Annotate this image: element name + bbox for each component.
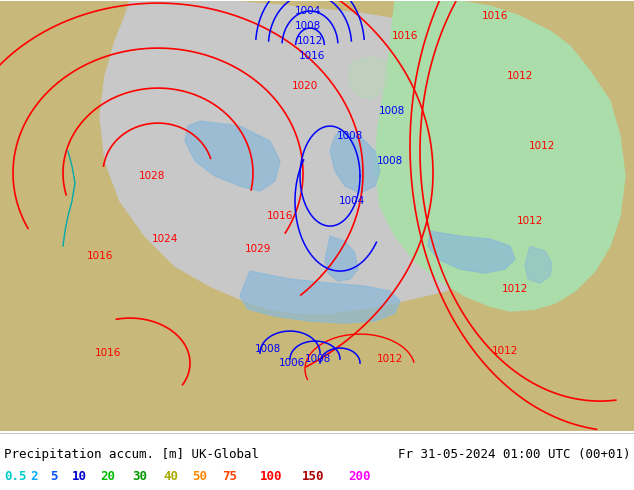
Text: 1016: 1016	[95, 348, 121, 358]
Text: 1004: 1004	[295, 6, 321, 16]
Text: 50: 50	[192, 469, 207, 483]
Text: 1012: 1012	[507, 71, 533, 81]
Text: 30: 30	[132, 469, 147, 483]
Text: 1020: 1020	[292, 81, 318, 91]
Text: 1012: 1012	[529, 141, 555, 151]
Text: 100: 100	[260, 469, 283, 483]
Text: 1016: 1016	[299, 51, 325, 61]
Text: 40: 40	[163, 469, 178, 483]
Text: 1006: 1006	[279, 358, 305, 368]
Text: 1008: 1008	[305, 354, 331, 364]
Polygon shape	[325, 236, 358, 281]
Text: 1008: 1008	[337, 131, 363, 141]
Text: 1008: 1008	[377, 156, 403, 166]
Polygon shape	[525, 246, 552, 283]
Text: 1008: 1008	[295, 21, 321, 31]
Polygon shape	[0, 1, 634, 431]
Text: 10: 10	[72, 469, 87, 483]
Text: 1004: 1004	[339, 196, 365, 206]
Polygon shape	[100, 1, 600, 313]
Polygon shape	[348, 56, 390, 99]
Text: Precipitation accum. [m] UK-Global: Precipitation accum. [m] UK-Global	[4, 448, 259, 461]
Polygon shape	[240, 271, 400, 323]
Polygon shape	[185, 121, 280, 191]
Text: 200: 200	[348, 469, 370, 483]
Text: 1024: 1024	[152, 234, 178, 244]
Text: 1016: 1016	[392, 31, 418, 41]
Polygon shape	[375, 1, 625, 311]
Text: 5: 5	[50, 469, 58, 483]
Text: 1012: 1012	[297, 36, 323, 46]
Text: 1029: 1029	[245, 244, 271, 254]
Text: 1016: 1016	[87, 251, 113, 261]
Text: 20: 20	[100, 469, 115, 483]
Text: 1008: 1008	[379, 106, 405, 116]
Text: 1012: 1012	[377, 354, 403, 364]
Text: 2: 2	[30, 469, 37, 483]
Text: 75: 75	[222, 469, 237, 483]
Polygon shape	[330, 131, 380, 193]
Text: 150: 150	[302, 469, 325, 483]
Text: 1012: 1012	[502, 284, 528, 294]
Text: 1028: 1028	[139, 171, 165, 181]
Text: 1012: 1012	[492, 346, 518, 356]
Polygon shape	[428, 231, 515, 273]
Text: 0.5: 0.5	[4, 469, 27, 483]
Text: 1016: 1016	[482, 11, 508, 21]
Text: Fr 31-05-2024 01:00 UTC (00+01): Fr 31-05-2024 01:00 UTC (00+01)	[398, 448, 630, 461]
Text: 1008: 1008	[255, 344, 281, 354]
Text: 1012: 1012	[517, 216, 543, 226]
Text: 1016: 1016	[267, 211, 293, 221]
